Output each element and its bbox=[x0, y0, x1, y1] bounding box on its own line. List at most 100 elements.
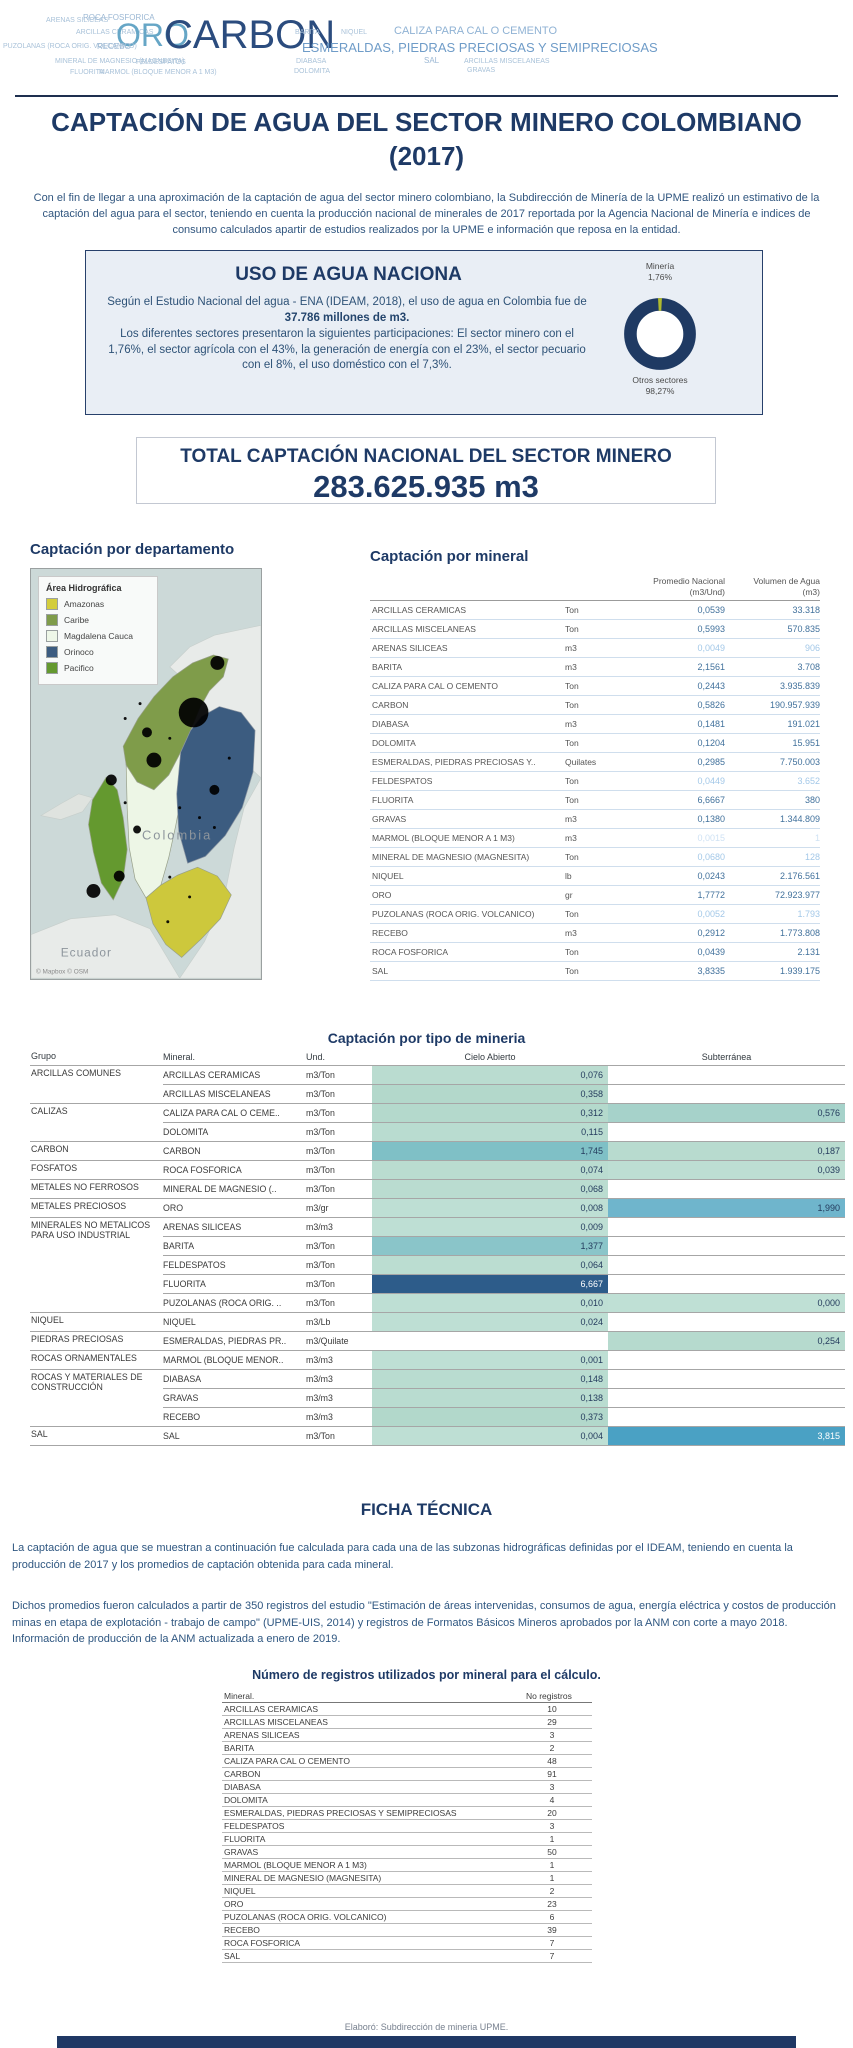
subterranea-cell[interactable]: 0,039 bbox=[608, 1160, 845, 1179]
grupo-cell bbox=[30, 1236, 163, 1255]
mineral-cell: BARITA bbox=[163, 1236, 306, 1255]
map-legend-item[interactable]: Pacifico bbox=[46, 662, 150, 674]
registros-row: DIABASA 3 bbox=[222, 1781, 592, 1794]
mineral-volumen-cell: 2.176.561 bbox=[779, 871, 820, 882]
unidad-cell: m3/Ton bbox=[306, 1236, 372, 1255]
header-promedio: Promedio Nacional (m3/Und) bbox=[653, 576, 725, 597]
map-bubble[interactable] bbox=[133, 825, 142, 834]
word-cloud-term: ARCILLAS CERAMICAS bbox=[76, 29, 154, 36]
cielo-abierto-cell[interactable]: 0,115 bbox=[372, 1122, 608, 1141]
subterranea-cell[interactable] bbox=[608, 1217, 845, 1236]
cielo-abierto-cell[interactable]: 0,358 bbox=[372, 1084, 608, 1103]
mineral-name-cell: CARBON bbox=[372, 700, 409, 711]
tipo-mineria-row: ARCILLAS COMUNES ARCILLAS CERAMICAS m3/T… bbox=[30, 1065, 845, 1084]
subterranea-cell[interactable] bbox=[608, 1369, 845, 1388]
map-bubbles[interactable] bbox=[86, 656, 231, 924]
map-legend-item[interactable]: Orinoco bbox=[46, 646, 150, 658]
cielo-abierto-cell[interactable]: 1,377 bbox=[372, 1236, 608, 1255]
map-bubble[interactable] bbox=[123, 716, 127, 720]
cielo-abierto-cell[interactable]: 0,074 bbox=[372, 1160, 608, 1179]
registros-mineral-cell: DOLOMITA bbox=[224, 1795, 268, 1805]
mineral-table-row: BARITA m3 2,1561 3.708 bbox=[370, 658, 820, 678]
subterranea-cell[interactable] bbox=[608, 1122, 845, 1141]
subterranea-cell[interactable]: 0,576 bbox=[608, 1103, 845, 1122]
region-magdalena-cauca[interactable] bbox=[125, 751, 188, 899]
cielo-abierto-cell[interactable]: 0,001 bbox=[372, 1350, 608, 1369]
subterranea-cell[interactable]: 3,815 bbox=[608, 1426, 845, 1445]
map-label-ecuador: Ecuador bbox=[61, 945, 112, 959]
subterranea-cell[interactable] bbox=[608, 1179, 845, 1198]
map-bubble[interactable] bbox=[209, 784, 220, 795]
map-bubble[interactable] bbox=[166, 920, 170, 924]
map-bubble[interactable] bbox=[178, 806, 182, 810]
map-bubble[interactable] bbox=[227, 756, 231, 760]
registros-row: FLUORITA 1 bbox=[222, 1833, 592, 1846]
donut-slice-mineria[interactable] bbox=[624, 298, 696, 370]
subterranea-cell[interactable] bbox=[608, 1084, 845, 1103]
map-bubble[interactable] bbox=[146, 752, 162, 768]
cielo-abierto-cell[interactable]: 0,148 bbox=[372, 1369, 608, 1388]
subterranea-cell[interactable] bbox=[608, 1312, 845, 1331]
map-bubble[interactable] bbox=[168, 736, 172, 740]
registros-mineral-cell: MINERAL DE MAGNESIO (MAGNESITA) bbox=[224, 1873, 382, 1883]
subterranea-cell[interactable] bbox=[608, 1388, 845, 1407]
footer-credit: Elaboró: Subdirección de mineria UPME. bbox=[344, 2022, 509, 2032]
registros-table: Mineral. No registros ARCILLAS CERAMICAS… bbox=[222, 1690, 592, 1963]
cielo-abierto-cell[interactable]: 0,009 bbox=[372, 1217, 608, 1236]
subterranea-cell[interactable] bbox=[608, 1255, 845, 1274]
cielo-abierto-cell[interactable]: 0,068 bbox=[372, 1179, 608, 1198]
registros-mineral-cell: CALIZA PARA CAL O CEMENTO bbox=[224, 1756, 350, 1766]
subterranea-cell[interactable] bbox=[608, 1274, 845, 1293]
mineral-und-cell: Ton bbox=[565, 624, 579, 635]
cielo-abierto-cell[interactable]: 0,076 bbox=[372, 1065, 608, 1084]
map-bubble[interactable] bbox=[138, 702, 142, 706]
subterranea-cell[interactable]: 0,000 bbox=[608, 1293, 845, 1312]
subterranea-cell[interactable]: 0,187 bbox=[608, 1141, 845, 1160]
map-bubble[interactable] bbox=[178, 697, 209, 728]
subterranea-cell[interactable]: 1,990 bbox=[608, 1198, 845, 1217]
map-bubble[interactable] bbox=[210, 656, 225, 670]
cielo-abierto-cell[interactable] bbox=[372, 1331, 608, 1350]
registros-mineral-cell: ARENAS SILICEAS bbox=[224, 1730, 300, 1740]
subterranea-cell[interactable] bbox=[608, 1407, 845, 1426]
cielo-abierto-cell[interactable]: 0,008 bbox=[372, 1198, 608, 1217]
subterranea-cell[interactable]: 0,254 bbox=[608, 1331, 845, 1350]
donut-chart[interactable] bbox=[623, 297, 697, 371]
map-bubble[interactable] bbox=[123, 801, 127, 805]
cielo-abierto-cell[interactable]: 0,004 bbox=[372, 1426, 608, 1445]
map-bubble[interactable] bbox=[198, 816, 202, 820]
map-legend-item[interactable]: Amazonas bbox=[46, 598, 150, 610]
cielo-abierto-cell[interactable]: 0,064 bbox=[372, 1255, 608, 1274]
registros-row: ARCILLAS MISCELANEAS 29 bbox=[222, 1716, 592, 1729]
cielo-abierto-cell[interactable]: 6,667 bbox=[372, 1274, 608, 1293]
page-title-line2: (2017) bbox=[388, 140, 465, 171]
map-legend-item[interactable]: Caribe bbox=[46, 614, 150, 626]
cielo-abierto-cell[interactable]: 0,024 bbox=[372, 1312, 608, 1331]
registros-count-cell: 3 bbox=[549, 1730, 555, 1740]
map-legend-item[interactable]: Magdalena Cauca bbox=[46, 630, 150, 642]
map-bubble[interactable] bbox=[142, 727, 152, 738]
cielo-abierto-cell[interactable]: 1,745 bbox=[372, 1141, 608, 1160]
cielo-abierto-cell[interactable]: 0,312 bbox=[372, 1103, 608, 1122]
map-attribution[interactable]: © Mapbox © OSM bbox=[36, 967, 88, 975]
subterranea-cell[interactable] bbox=[608, 1350, 845, 1369]
mineral-table-row: NIQUEL lb 0,0243 2.176.561 bbox=[370, 867, 820, 887]
map-captacion-departamento[interactable]: Colombia Ecuador © Mapbox © OSM Área Hid… bbox=[30, 568, 262, 980]
mineral-promedio-cell: 2,1561 bbox=[697, 662, 725, 673]
map-bubble[interactable] bbox=[86, 884, 101, 898]
map-bubble[interactable] bbox=[168, 875, 172, 879]
map-bubble[interactable] bbox=[113, 870, 125, 882]
mineral-word-cloud: ARENAS SILICEAS ROCA FOSFORICA ARCILLAS … bbox=[0, 0, 853, 88]
grupo-cell: CARBON bbox=[30, 1141, 163, 1160]
region-amazonas[interactable] bbox=[145, 866, 232, 958]
cielo-abierto-cell[interactable]: 0,373 bbox=[372, 1407, 608, 1426]
map-bubble[interactable] bbox=[188, 895, 192, 899]
cielo-abierto-cell[interactable]: 0,010 bbox=[372, 1293, 608, 1312]
subterranea-cell[interactable] bbox=[608, 1236, 845, 1255]
map-bubble[interactable] bbox=[212, 826, 216, 830]
cielo-abierto-cell[interactable]: 0,138 bbox=[372, 1388, 608, 1407]
subterranea-cell[interactable] bbox=[608, 1065, 845, 1084]
mineral-und-cell: m3 bbox=[565, 662, 577, 673]
map-bubble[interactable] bbox=[105, 774, 117, 786]
